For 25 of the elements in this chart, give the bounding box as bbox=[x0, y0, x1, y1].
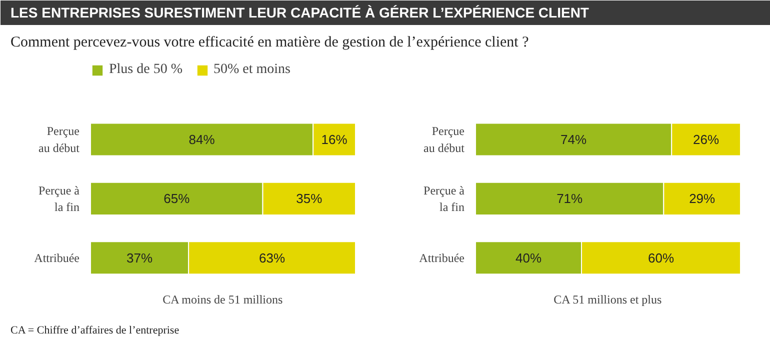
legend-label: Plus de 50 % bbox=[109, 62, 182, 78]
data-label: 65% bbox=[164, 191, 190, 206]
y-tick-label: Perçue au début bbox=[424, 124, 466, 155]
data-label: 29% bbox=[689, 191, 716, 206]
data-label: 40% bbox=[515, 250, 542, 266]
y-tick-label: Perçue au début bbox=[38, 124, 80, 155]
data-label: 37% bbox=[126, 250, 153, 266]
y-tick-label: Perçue à la fin bbox=[424, 183, 466, 214]
data-label: 26% bbox=[693, 132, 720, 147]
data-label: 71% bbox=[556, 191, 584, 206]
chart-subtitle: Comment percevez-vous votre efficacité en matière de gestion de l’expérience client ? bbox=[10, 34, 530, 50]
y-tick-label: Perçue à la fin bbox=[38, 183, 80, 214]
x-axis-title: CA 51 millions et plus bbox=[554, 292, 662, 306]
x-axis-title: CA moins de 51 millions bbox=[162, 292, 284, 306]
legend-label: 50% et moins bbox=[214, 62, 290, 78]
y-tick-label: Attribuée bbox=[419, 250, 465, 265]
y-tick-label: Attribuée bbox=[34, 250, 80, 265]
data-label: 16% bbox=[321, 132, 348, 147]
data-label: 60% bbox=[648, 250, 674, 266]
data-label: 63% bbox=[259, 250, 286, 266]
data-label: 74% bbox=[560, 132, 587, 147]
text: CA = Chiffre d’affaires de l’entreprise bbox=[10, 324, 180, 336]
chart-title: LES ENTREPRISES SURESTIMENT LEUR CAPACITÉ À GÉRER L’EXPÉRIENCE CLIENT bbox=[10, 4, 590, 20]
data-label: 84% bbox=[188, 132, 216, 147]
data-label: 35% bbox=[296, 191, 323, 206]
